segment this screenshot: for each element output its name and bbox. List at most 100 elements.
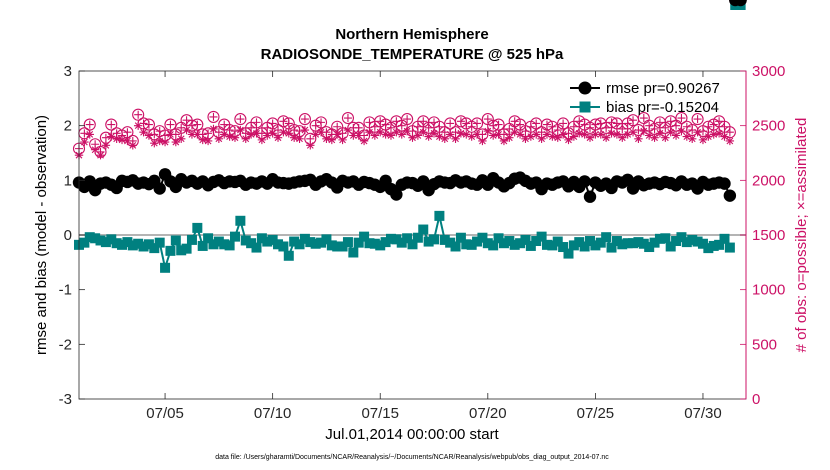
bias-point: [396, 237, 407, 248]
y-tick-label: -1: [59, 282, 72, 299]
obs-assimilated-point: [704, 132, 713, 141]
bias-point: [106, 234, 117, 245]
bias-point: [332, 241, 343, 252]
obs-possible-circle: [105, 118, 118, 131]
bias-point: [617, 239, 628, 250]
bias-point: [95, 235, 106, 246]
obs-possible-circle: [164, 118, 177, 131]
bias-point: [122, 237, 133, 248]
obs-possible-circle: [142, 118, 155, 131]
obs-possible-point: [492, 118, 505, 131]
obs-possible-circle: [250, 116, 263, 129]
obs-assimilated-point: [257, 135, 267, 145]
obs-assimilated-point: [462, 130, 471, 139]
obs-assimilated-point: [709, 130, 718, 139]
obs-possible-cross: [618, 124, 627, 133]
footnote: data file: /Users/gharamti/Documents/NCA…: [215, 454, 609, 461]
obs-possible-circle: [470, 117, 484, 130]
bias-point: [552, 236, 563, 247]
obs-possible-cross: [171, 130, 180, 139]
obs-assimilated-point: [177, 134, 186, 143]
bias-point: [466, 239, 477, 250]
obs-possible-cross: [435, 122, 444, 131]
obs-possible-cross: [483, 115, 492, 124]
bias-point: [192, 222, 203, 233]
y2-tick-label: 500: [752, 336, 777, 353]
obs-assimilated-point: [392, 128, 401, 137]
obs-assimilated-point: [306, 141, 315, 150]
obs-assimilated-point: [601, 133, 611, 142]
bias-point: [90, 233, 101, 244]
obs-assimilated-point: [580, 130, 589, 139]
bias-point: [289, 236, 300, 247]
bias-point: [84, 232, 95, 243]
bias-point: [176, 245, 187, 256]
bias-point: [127, 240, 138, 251]
obs-possible-cross: [182, 116, 191, 125]
bias-point: [595, 237, 606, 248]
obs-assimilated-point: [182, 125, 191, 135]
obs-assimilated-point: [117, 135, 127, 145]
bias-point: [455, 232, 466, 243]
obs-possible-point: [675, 111, 688, 125]
bias-point: [590, 240, 601, 251]
obs-possible-point: [557, 117, 570, 130]
obs-assimilated-point: [467, 132, 476, 141]
obs-assimilated-point: [241, 134, 250, 143]
bias-point: [407, 239, 418, 250]
obs-assimilated-point: [338, 135, 347, 145]
obs-assimilated-point: [585, 133, 595, 142]
obs-assimilated-point: [327, 135, 337, 145]
obs-possible-point: [83, 118, 96, 131]
y-tick-label: 1: [64, 172, 72, 189]
obs-assimilated-point: [80, 137, 89, 147]
obs-possible-cross: [720, 122, 729, 131]
obs-possible-cross: [144, 120, 153, 129]
obs-possible-point: [250, 116, 263, 129]
bias-point: [536, 231, 547, 242]
obs-possible-circle: [191, 118, 204, 131]
y2-tick-label: 1500: [752, 227, 785, 244]
obs-assimilated-point: [661, 133, 670, 142]
bias-point: [638, 238, 649, 249]
obs-possible-point: [691, 113, 704, 126]
legend-bias-label: bias pr=-0.15204: [606, 99, 719, 116]
bias-point: [520, 234, 531, 245]
obs-assimilated-point: [268, 129, 277, 138]
obs-assimilated-point: [85, 130, 94, 139]
obs-assimilated-point: [677, 126, 686, 136]
obs-possible-circle: [691, 113, 704, 126]
bias-point: [606, 242, 617, 253]
obs-possible-cross: [101, 133, 110, 142]
obs-assimilated-point: [483, 126, 493, 136]
bias-point: [149, 243, 160, 254]
bias-point: [568, 240, 579, 251]
bias-point: [563, 248, 574, 259]
obs-possible-cross: [602, 123, 611, 132]
bias-point: [665, 241, 676, 252]
bias-point: [170, 235, 181, 246]
obs-assimilated-point: [171, 137, 181, 147]
obs-assimilated-point: [150, 138, 159, 148]
bias-point: [235, 215, 246, 226]
bias-point: [273, 239, 284, 250]
rmse-point: [578, 175, 591, 188]
obs-assimilated-point: [365, 128, 374, 137]
obs-assimilated-point: [203, 136, 213, 146]
obs-possible-cross: [424, 123, 433, 132]
bias-point: [450, 241, 461, 252]
obs-assimilated-point: [429, 129, 439, 138]
bias-point: [697, 238, 708, 249]
bias-point: [143, 239, 154, 250]
y-tick-label: 2: [64, 118, 72, 135]
bias-point: [439, 234, 450, 245]
x-tick-label: 07/20: [469, 405, 507, 422]
x-tick-label: 07/15: [361, 405, 399, 422]
bias-point: [445, 237, 456, 248]
obs-possible-cross: [252, 118, 261, 127]
obs-assimilated-point: [263, 131, 272, 140]
bias-point: [256, 233, 267, 244]
obs-possible-cross: [220, 120, 229, 129]
rmse-point: [390, 188, 403, 201]
